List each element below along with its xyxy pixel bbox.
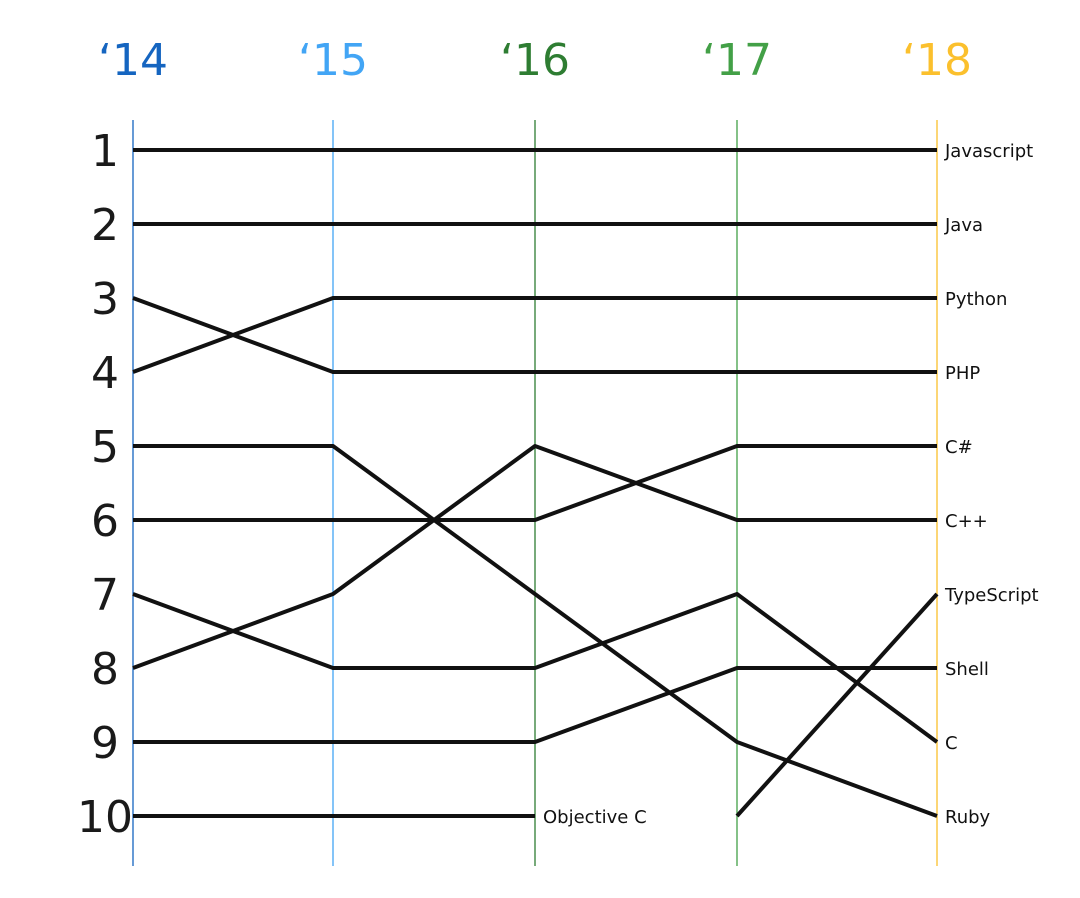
series-line-c <box>132 444 937 670</box>
series-line-typescript <box>735 592 939 818</box>
rank-label: 8 <box>91 644 119 695</box>
series-label-shell: Shell <box>945 659 989 680</box>
rank-label: 4 <box>91 348 119 399</box>
series-label-python: Python <box>945 289 1007 310</box>
series-line-ruby <box>133 444 938 818</box>
series-label-c: C <box>945 733 958 754</box>
series-line-c <box>133 444 937 522</box>
year-label: ‘14 <box>98 35 168 86</box>
series-line-python <box>132 296 937 374</box>
rank-label: 10 <box>77 792 133 843</box>
rank-label: 1 <box>91 126 119 177</box>
series-label-objective-c: Objective C <box>543 807 647 828</box>
rank-label: 5 <box>91 422 119 473</box>
series-label-c: C++ <box>945 511 988 532</box>
year-label: ‘17 <box>702 35 772 86</box>
year-label: ‘16 <box>500 35 570 86</box>
year-label: ‘15 <box>298 35 368 86</box>
rank-label: 6 <box>91 496 119 547</box>
rank-label: 3 <box>91 274 119 325</box>
series-label-php: PHP <box>945 363 980 384</box>
series-line-shell <box>133 666 937 744</box>
rank-label: 2 <box>91 200 119 251</box>
series-line-php <box>132 296 937 374</box>
series-label-java: Java <box>944 215 983 236</box>
series-label-javascript: Javascript <box>944 141 1033 162</box>
rank-label: 7 <box>91 570 119 621</box>
year-label: ‘18 <box>902 35 972 86</box>
series-label-c: C# <box>945 437 973 458</box>
series-label-ruby: Ruby <box>945 807 991 828</box>
rank-label: 9 <box>91 718 119 769</box>
series-label-typescript: TypeScript <box>944 585 1039 606</box>
series-line-c <box>132 592 939 744</box>
